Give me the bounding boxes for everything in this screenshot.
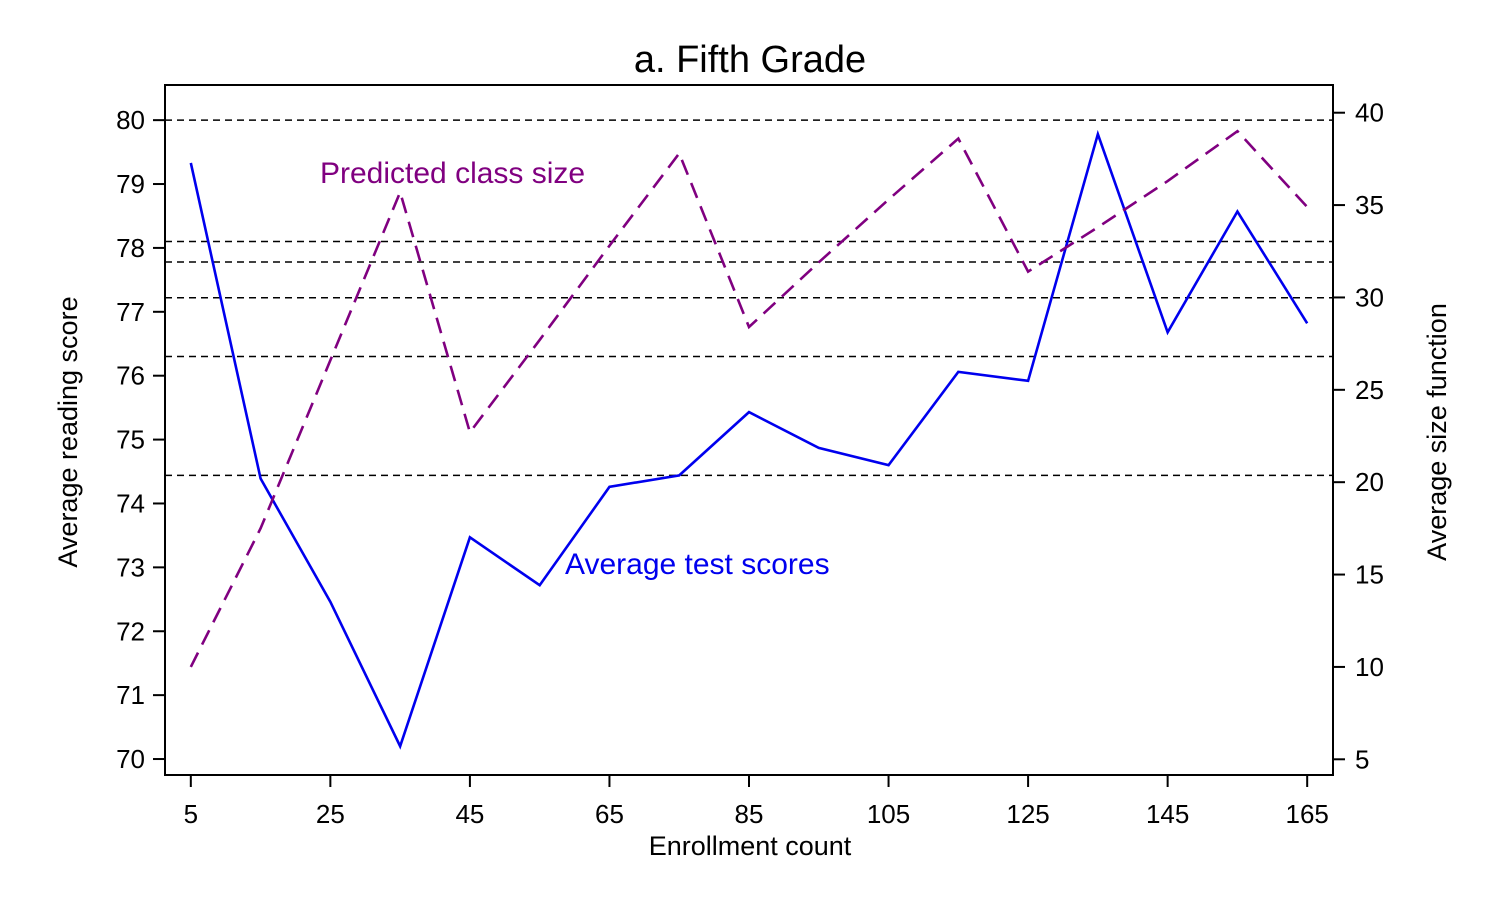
x-tick-label-8: 165 [1285,799,1328,829]
series-label-average-test-scores: Average test scores [565,548,830,581]
x-tick-label-2: 45 [455,799,484,829]
x-tick-label-4: 85 [735,799,764,829]
y-right-tick-label-5: 30 [1355,282,1384,312]
x-tick-label-7: 145 [1146,799,1189,829]
y-right-tick-label-1: 10 [1355,652,1384,682]
y-left-tick-label-4: 74 [116,488,145,518]
y-right-tick-label-6: 35 [1355,190,1384,220]
y-axis-left: 70 71 72 73 74 75 76 77 78 79 80 [116,105,165,774]
x-tick-label-5: 105 [867,799,910,829]
y-right-tick-label-7: 40 [1355,98,1384,128]
reference-lines [165,119,1333,477]
series-line-predicted-class-size [189,129,1309,668]
y-right-tick-label-2: 15 [1355,560,1384,590]
y-left-tick-label-1: 71 [116,680,145,710]
y-left-tick-label-7: 77 [116,297,145,327]
y-left-tick-label-0: 70 [116,744,145,774]
x-tick-label-3: 65 [595,799,624,829]
y-axis-left-title: Average reading score [53,296,83,567]
y-right-tick-label-4: 25 [1355,375,1384,405]
y-left-tick-label-6: 76 [116,361,145,391]
x-tick-label-6: 125 [1006,799,1049,829]
x-tick-label-1: 25 [316,799,345,829]
chart-title: a. Fifth Grade [634,39,866,81]
x-tick-label-0: 5 [184,799,198,829]
y-right-tick-label-3: 20 [1355,467,1384,497]
y-left-tick-label-8: 78 [116,233,145,263]
series-layer [189,129,1309,750]
x-axis-title: Enrollment count [649,831,852,861]
y-axis-right: 5 10 15 20 25 30 35 40 [1333,98,1384,774]
y-left-tick-label-2: 72 [116,616,145,646]
y-left-tick-label-10: 80 [116,105,145,135]
y-right-tick-label-0: 5 [1355,744,1369,774]
y-left-tick-label-3: 73 [116,552,145,582]
series-line-average-test-scores [189,129,1309,750]
series-label-predicted-class-size: Predicted class size [320,157,585,190]
y-left-tick-label-5: 75 [116,425,145,455]
y-axis-right-title: Average size function [1422,303,1452,561]
x-axis: 5 25 45 65 85 105 125 145 165 [184,775,1329,829]
y-left-tick-label-9: 79 [116,169,145,199]
